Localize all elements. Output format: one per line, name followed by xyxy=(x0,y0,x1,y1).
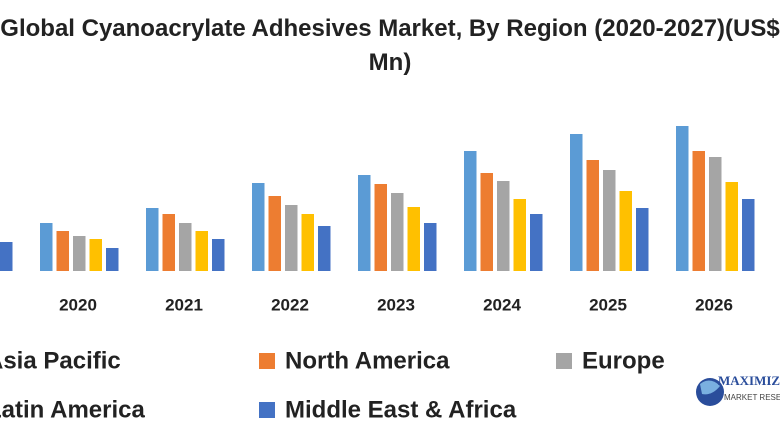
legend-swatch xyxy=(259,353,275,369)
bar xyxy=(0,242,13,271)
bar xyxy=(603,170,616,271)
bar xyxy=(619,191,632,271)
x-tick-label: 2024 xyxy=(483,295,521,314)
bar xyxy=(56,231,69,271)
bar xyxy=(709,157,722,271)
x-tick-label: 2020 xyxy=(59,295,97,314)
bar xyxy=(73,236,86,271)
bar xyxy=(480,173,493,271)
legend-label: Asia Pacific xyxy=(0,347,121,374)
bar xyxy=(212,239,225,271)
x-tick-label: 2021 xyxy=(165,295,203,314)
bar xyxy=(318,226,331,271)
bar xyxy=(89,239,102,271)
x-tick-label: 2025 xyxy=(589,295,627,314)
bar xyxy=(636,208,649,271)
bar xyxy=(301,214,314,271)
bar xyxy=(179,223,192,271)
bar xyxy=(424,223,437,271)
bar xyxy=(407,207,420,271)
logo-tagline: MARKET RESEARCH xyxy=(724,393,780,402)
bar xyxy=(513,199,526,271)
legend-label: Middle East & Africa xyxy=(285,396,517,423)
bar xyxy=(676,126,689,271)
bar xyxy=(391,193,404,271)
x-tick-label: 2023 xyxy=(377,295,415,314)
bar xyxy=(464,151,477,271)
bar xyxy=(586,160,599,271)
legend-swatch xyxy=(259,402,275,418)
legend-label: Latin America xyxy=(0,396,145,423)
bar xyxy=(570,134,583,271)
bar xyxy=(742,199,755,271)
bar xyxy=(146,208,159,271)
bar xyxy=(252,183,265,271)
bar xyxy=(358,175,371,271)
x-tick-label: 2026 xyxy=(695,295,733,314)
logo-globe-detail xyxy=(700,380,720,395)
bar xyxy=(692,151,705,271)
bar xyxy=(530,214,543,271)
bar xyxy=(106,248,119,271)
chart-title: Global Cyanoacrylate Adhesives Market, B… xyxy=(0,15,780,76)
logo-name: MAXIMIZE xyxy=(718,373,780,388)
legend-label: Europe xyxy=(582,347,665,374)
bar xyxy=(285,205,298,271)
bar xyxy=(497,181,510,271)
bar xyxy=(268,196,281,271)
x-tick-label: 2022 xyxy=(271,295,309,314)
bar xyxy=(725,182,738,271)
bar xyxy=(195,231,208,271)
bar xyxy=(162,214,175,271)
bar xyxy=(374,184,387,271)
bar xyxy=(40,223,53,271)
legend-label: North America xyxy=(285,347,450,374)
legend-swatch xyxy=(556,353,572,369)
